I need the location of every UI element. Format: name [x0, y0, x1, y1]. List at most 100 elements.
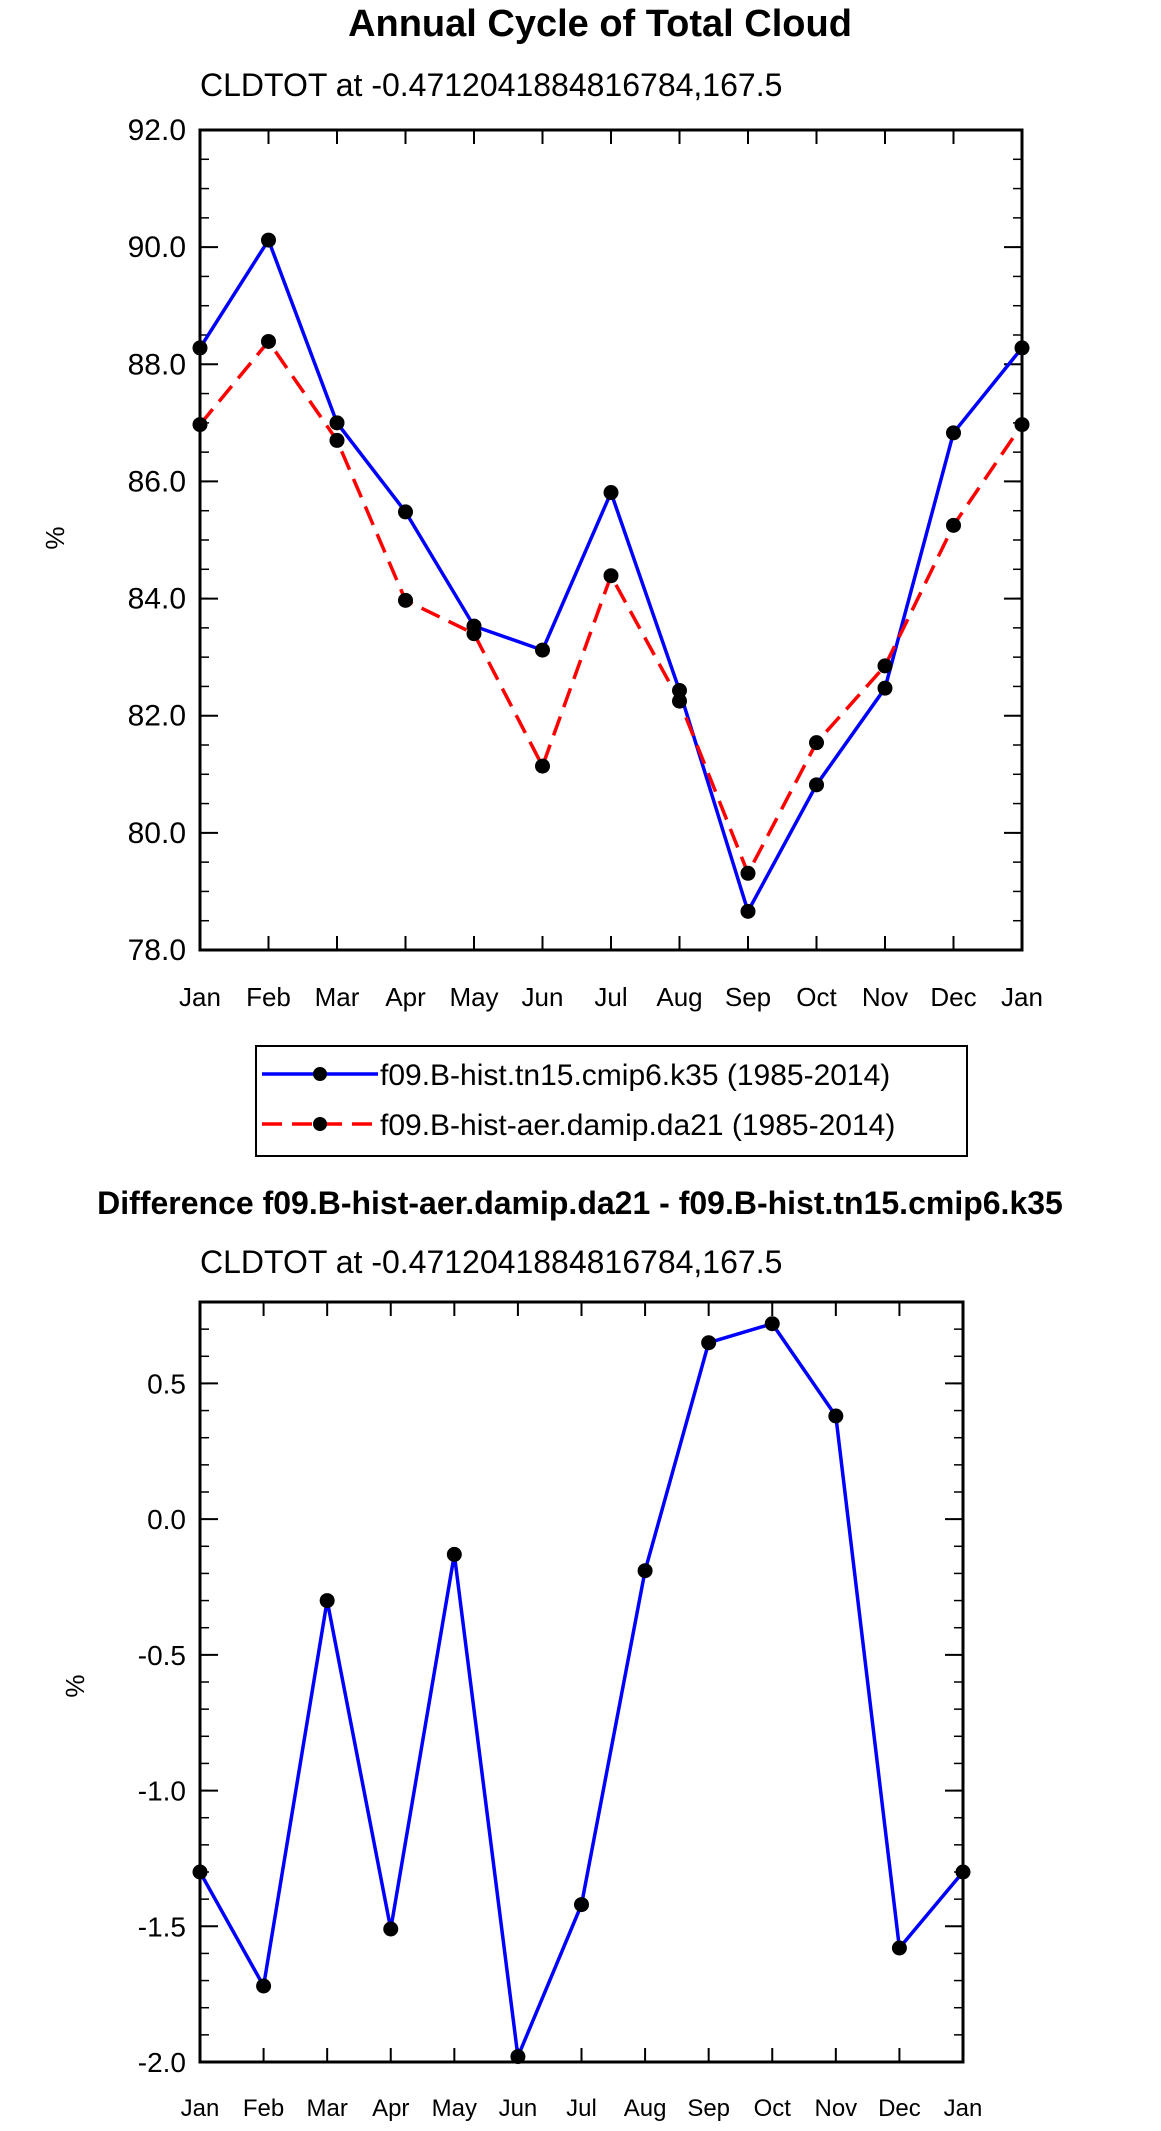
chart1-legend: f09.B-hist.tn15.cmip6.k35 (1985-2014) f0… — [255, 1045, 968, 1157]
x-tick-label: Oct — [754, 2095, 792, 2122]
series-2-point — [946, 517, 961, 533]
series-1-point — [510, 2049, 526, 2065]
x-tick-label: May — [432, 2095, 477, 2122]
x-tick-label: Feb — [246, 982, 291, 1012]
x-tick-label: Nov — [862, 982, 908, 1012]
difference-chart: Difference f09.B-hist-aer.damip.da21 - f… — [60, 1185, 1063, 2122]
series-2-point — [1014, 417, 1030, 433]
x-tick-label: Jan — [179, 982, 221, 1012]
chart1-ylabel: % — [40, 526, 70, 549]
y-tick-label: 0.0 — [147, 1504, 186, 1535]
legend-series1-marker — [313, 1067, 327, 1081]
series-1-point — [672, 683, 687, 699]
series-1-point — [637, 1563, 653, 1579]
y-tick-label: 0.5 — [147, 1368, 186, 1399]
series-2-point — [192, 417, 208, 433]
y-tick-label: 80.0 — [128, 817, 186, 850]
y-tick-label: -0.5 — [138, 1640, 186, 1671]
chart1-x-tick-labels: Jan Feb Mar Apr May Jun Jul Aug Sep Oct Nov Dec Jan — [179, 982, 1043, 1012]
x-tick-label: Jul — [594, 982, 627, 1012]
series-1-point — [261, 232, 276, 248]
annual-cycle-chart: Annual Cycle of Total Cloud CLDTOT at -0… — [40, 3, 1043, 1157]
legend-series2-marker — [313, 1117, 327, 1131]
chart2-x-tick-labels: Jan Feb Mar Apr May Jun Jul Aug Sep Oct Nov Dec Jan — [181, 2095, 983, 2122]
chart2-series-points — [192, 1316, 971, 2065]
series-1-point — [955, 1864, 971, 1880]
chart1-y-tick-labels: 78.0 80.0 82.0 84.0 86.0 88.0 90.0 92.0 — [128, 114, 186, 967]
series-1-point — [574, 1897, 589, 1913]
series-1-point — [192, 340, 208, 356]
x-tick-label: Nov — [814, 2095, 857, 2122]
series-2-point — [535, 758, 550, 774]
series-1-point — [319, 1593, 335, 1609]
chart2-title: Difference f09.B-hist-aer.damip.da21 - f… — [97, 1185, 1063, 1221]
series-2-point — [603, 568, 619, 584]
y-tick-label: 92.0 — [128, 114, 186, 147]
chart1-series-points — [192, 232, 1030, 919]
x-tick-label: Apr — [372, 2095, 409, 2122]
x-tick-label: Sep — [687, 2095, 730, 2122]
y-tick-label: -2.0 — [138, 2047, 186, 2078]
chart1-plot-frame — [198, 128, 1024, 952]
chart2-subtitle: CLDTOT at -0.4712041884816784,167.5 — [200, 1244, 782, 1280]
y-tick-label: 88.0 — [128, 348, 186, 381]
chart1-subtitle: CLDTOT at -0.4712041884816784,167.5 — [200, 67, 782, 103]
series-1-point — [398, 504, 413, 520]
x-tick-label: Jan — [181, 2095, 220, 2122]
series-1-point — [1014, 340, 1030, 356]
series-2-point — [261, 333, 276, 349]
y-tick-label: -1.0 — [138, 1776, 186, 1807]
x-tick-label: Dec — [930, 982, 976, 1012]
series-line-1 — [198, 1321, 965, 2064]
y-tick-label: 86.0 — [128, 465, 186, 498]
chart1-title: Annual Cycle of Total Cloud — [348, 3, 852, 45]
x-tick-label: Oct — [796, 982, 837, 1012]
legend-series2-label: f09.B-hist-aer.damip.da21 (1985-2014) — [380, 1109, 895, 1142]
series-1-point — [329, 415, 345, 431]
series-1-point — [946, 425, 961, 441]
x-tick-label: Jun — [522, 982, 564, 1012]
series-1-point — [701, 1335, 717, 1351]
series-2-point — [466, 626, 482, 642]
series-2-point — [809, 735, 824, 751]
series-1-point — [877, 680, 893, 696]
legend-box — [255, 1045, 968, 1157]
series-1-point — [446, 1546, 462, 1562]
x-tick-label: May — [449, 982, 498, 1012]
x-tick-label: Jan — [1001, 982, 1043, 1012]
chart2-ylabel: % — [60, 1674, 90, 1697]
series-2-point — [398, 592, 413, 608]
x-tick-label: Mar — [306, 2095, 347, 2122]
x-tick-label: Jun — [499, 2095, 538, 2122]
series-1-point — [891, 1940, 907, 1956]
series-2-point — [740, 865, 756, 881]
series-1-point — [740, 903, 756, 919]
y-tick-label: -1.5 — [138, 1911, 186, 1942]
x-tick-label: Aug — [624, 2095, 667, 2122]
chart2-y-tick-labels: -2.0 -1.5 -1.0 -0.5 0.0 0.5 — [138, 1368, 186, 2078]
series-1-point — [764, 1316, 780, 1332]
chart2-series-lines — [198, 1321, 965, 2064]
x-tick-label: Dec — [878, 2095, 921, 2122]
x-tick-label: Apr — [385, 982, 426, 1012]
y-tick-label: 78.0 — [128, 934, 186, 967]
chart1-ticks — [199, 129, 1023, 951]
series-1-point — [383, 1921, 399, 1937]
y-tick-label: 84.0 — [128, 583, 186, 616]
x-tick-label: Feb — [243, 2095, 284, 2122]
series-1-point — [192, 1864, 208, 1880]
x-tick-label: Sep — [725, 982, 771, 1012]
series-2-point — [672, 693, 687, 709]
series-1-point — [256, 1978, 272, 1994]
x-tick-label: Jan — [944, 2095, 983, 2122]
series-2-point — [329, 432, 345, 448]
y-tick-label: 82.0 — [128, 700, 186, 733]
series-2-point — [877, 658, 893, 674]
x-tick-label: Aug — [656, 982, 702, 1012]
series-1-point — [535, 642, 550, 658]
series-1-point — [809, 777, 824, 793]
legend-series1-label: f09.B-hist.tn15.cmip6.k35 (1985-2014) — [380, 1059, 890, 1092]
series-1-point — [828, 1408, 844, 1424]
y-tick-label: 90.0 — [128, 231, 186, 264]
